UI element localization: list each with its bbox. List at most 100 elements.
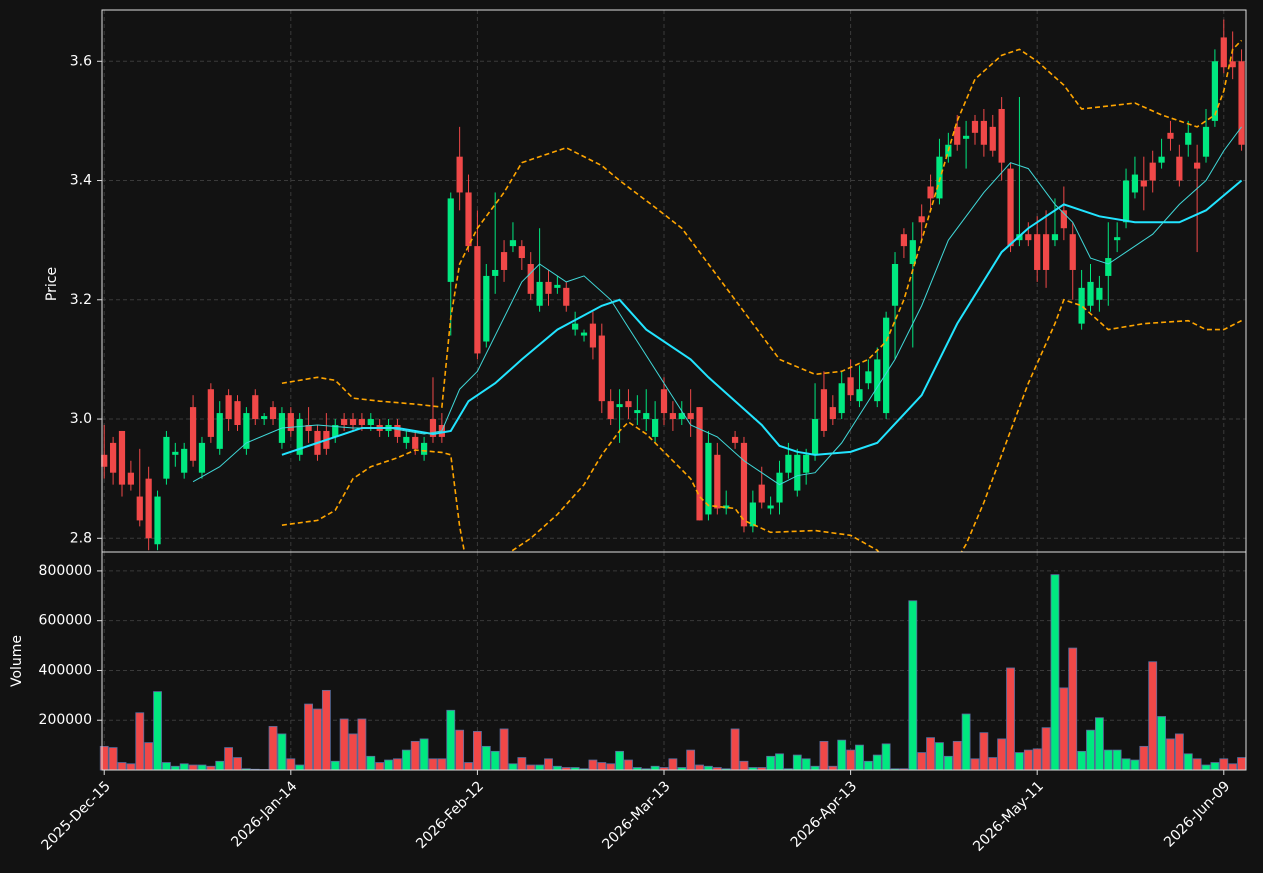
volume-bar <box>1210 762 1220 771</box>
volume-bar <box>668 758 678 771</box>
volume-bar <box>286 758 296 771</box>
indicator-line <box>281 39 1243 408</box>
candle-body <box>847 377 854 396</box>
volume-bar <box>1130 759 1140 771</box>
volume-bar <box>1094 717 1104 771</box>
volume-bar <box>1166 738 1175 771</box>
volume-bar <box>686 749 696 771</box>
volume-bar <box>970 758 980 771</box>
candle-body <box>740 442 748 527</box>
candle-body <box>225 395 232 420</box>
volume-bar <box>597 762 607 771</box>
volume-bar <box>481 745 491 771</box>
volume-bar <box>313 708 322 771</box>
volume-bar <box>1059 687 1069 771</box>
candle-body <box>1087 281 1094 306</box>
candle-body <box>936 156 943 199</box>
volume-bar <box>695 764 704 771</box>
volume-bar <box>544 758 553 771</box>
volume-bar <box>1086 729 1095 771</box>
candle-body <box>714 454 721 509</box>
candle-body <box>723 505 730 509</box>
volume-bar <box>863 760 873 771</box>
volume-bar <box>108 747 118 771</box>
candle-body <box>1096 287 1103 300</box>
volume-bar <box>988 757 998 771</box>
candle-body <box>492 269 499 276</box>
volume-bar <box>1228 763 1238 771</box>
candle-body <box>429 419 437 437</box>
candle-body <box>189 407 197 461</box>
volume-bar <box>499 728 509 771</box>
candle-body <box>678 413 685 420</box>
candle-body <box>776 472 783 503</box>
candle-body <box>1025 234 1032 241</box>
volume-bar <box>455 729 465 771</box>
indicator-line <box>192 126 1242 486</box>
candle-body <box>616 404 623 408</box>
candle-body <box>829 407 836 420</box>
volume-bar <box>437 758 447 771</box>
volume-bar <box>224 747 234 771</box>
candle-body <box>954 126 961 145</box>
candle-body <box>172 451 179 455</box>
candle-body <box>118 430 126 485</box>
volume-bar <box>1023 749 1033 771</box>
volume-bar <box>268 726 278 771</box>
candle-body <box>625 401 632 408</box>
candle-body <box>145 478 152 539</box>
volume-bar <box>828 765 838 771</box>
candle-body <box>243 413 250 449</box>
candle-body <box>883 317 890 414</box>
volume-bar <box>775 753 784 771</box>
volume-bar <box>1183 753 1193 771</box>
volume-bar <box>144 742 154 771</box>
candle-body <box>1078 287 1085 324</box>
volume-bar <box>117 762 127 771</box>
candle-body <box>465 192 472 247</box>
candle-body <box>358 419 366 425</box>
candle-body <box>980 120 987 145</box>
candle-body <box>403 436 410 443</box>
volume-bar <box>215 760 225 771</box>
volume-tick-label: 200000 <box>39 712 92 728</box>
candle-body <box>234 401 241 425</box>
volume-bar <box>99 745 109 771</box>
candle-body <box>198 442 206 473</box>
volume-bar <box>526 764 536 771</box>
candle-body <box>269 407 277 420</box>
candle-body <box>1167 132 1174 139</box>
candle-body <box>900 234 908 247</box>
candle-body <box>420 442 428 455</box>
candle-body <box>749 502 756 527</box>
volume-bar <box>295 764 305 771</box>
candle-body <box>332 424 339 437</box>
candle-body <box>1202 126 1210 157</box>
candle-body <box>962 135 970 139</box>
volume-bar <box>846 749 855 771</box>
y-tick-label: 3.6 <box>70 53 92 69</box>
candle-body <box>1149 162 1156 181</box>
volume-bar <box>908 600 918 771</box>
candle-body <box>1069 234 1076 270</box>
candle-body <box>447 198 454 282</box>
volume-bar <box>872 754 882 771</box>
volume-bar <box>375 762 385 771</box>
volume-tick-label: 600000 <box>39 613 92 629</box>
volume-bar <box>330 760 340 771</box>
candle-body <box>1122 180 1130 223</box>
volume-bar <box>1192 758 1202 771</box>
volume-bar <box>535 764 545 771</box>
candle-body <box>109 442 117 473</box>
volume-axis-label: Volume <box>9 635 25 687</box>
candle-body <box>652 419 659 437</box>
candle-body <box>1140 180 1147 187</box>
volume-bar <box>952 740 962 771</box>
candle-body <box>1060 210 1067 229</box>
volume-bar <box>615 750 624 771</box>
candle-body <box>696 407 703 521</box>
candle-body <box>767 505 774 509</box>
candle-body <box>341 419 348 425</box>
candle-body <box>891 264 899 306</box>
